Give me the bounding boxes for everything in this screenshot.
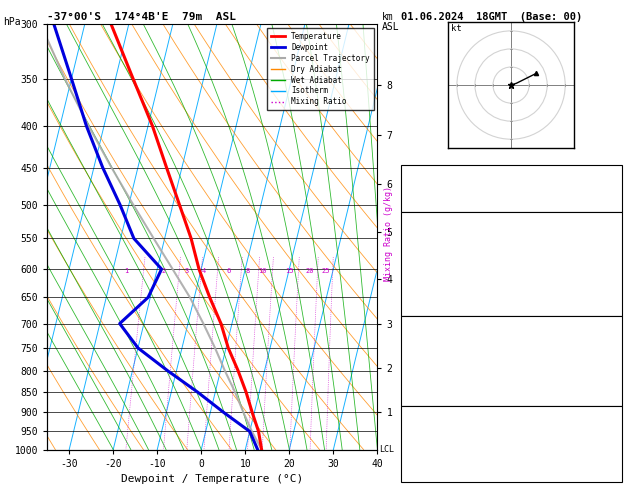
Text: CAPE (J): CAPE (J)	[406, 288, 455, 298]
Text: 20: 20	[306, 268, 314, 274]
Text: K: K	[406, 169, 412, 179]
Text: 1000: 1000	[594, 334, 619, 345]
Text: Mixing Ratio (g/kg): Mixing Ratio (g/kg)	[384, 186, 392, 281]
Text: 0: 0	[613, 302, 619, 312]
Text: 41: 41	[606, 183, 619, 193]
Text: PW (cm): PW (cm)	[406, 198, 450, 208]
Text: -37°00'S  174°4B'E  79m  ASL: -37°00'S 174°4B'E 79m ASL	[47, 12, 236, 22]
Text: 20: 20	[606, 468, 619, 478]
X-axis label: Dewpoint / Temperature (°C): Dewpoint / Temperature (°C)	[121, 474, 303, 484]
Text: 0: 0	[613, 288, 619, 298]
Text: CIN (J): CIN (J)	[406, 392, 450, 402]
Text: 12.8: 12.8	[594, 244, 619, 255]
Text: 74: 74	[606, 439, 619, 449]
Text: θₑ(K): θₑ(K)	[406, 259, 437, 269]
Text: EH: EH	[406, 425, 418, 434]
Text: 4: 4	[613, 273, 619, 283]
Text: 01.06.2024  18GMT  (Base: 00): 01.06.2024 18GMT (Base: 00)	[401, 12, 582, 22]
Text: 4: 4	[202, 268, 206, 274]
Text: -9: -9	[606, 169, 619, 179]
Text: 1: 1	[124, 268, 128, 274]
Text: 284°: 284°	[594, 453, 619, 463]
Text: StmDir: StmDir	[406, 453, 443, 463]
Text: Surface: Surface	[489, 216, 533, 226]
Text: hPa: hPa	[3, 17, 21, 27]
Text: Hodograph: Hodograph	[483, 410, 540, 420]
Legend: Temperature, Dewpoint, Parcel Trajectory, Dry Adiabat, Wet Adiabat, Isotherm, Mi: Temperature, Dewpoint, Parcel Trajectory…	[267, 28, 374, 110]
Text: Lifted Index: Lifted Index	[406, 363, 481, 373]
Text: 310: 310	[600, 259, 619, 269]
Text: Most Unstable: Most Unstable	[470, 320, 552, 330]
Text: Totals Totals: Totals Totals	[406, 183, 487, 193]
Text: 25: 25	[322, 268, 330, 274]
Text: 0: 0	[613, 378, 619, 388]
Text: 3: 3	[185, 268, 189, 274]
Text: km: km	[382, 12, 394, 22]
Text: 15: 15	[286, 268, 294, 274]
Text: 5: 5	[613, 425, 619, 434]
Text: Pressure (mb): Pressure (mb)	[406, 334, 487, 345]
Text: 0: 0	[613, 392, 619, 402]
Text: © weatheronline.co.uk: © weatheronline.co.uk	[455, 469, 568, 479]
Text: LCL: LCL	[380, 445, 394, 454]
Text: 8: 8	[245, 268, 250, 274]
Text: 6: 6	[227, 268, 231, 274]
Text: θₑ (K): θₑ (K)	[406, 349, 443, 359]
Text: 1.66: 1.66	[594, 198, 619, 208]
Text: CIN (J): CIN (J)	[406, 302, 450, 312]
Text: StmSpd (kt): StmSpd (kt)	[406, 468, 474, 478]
Text: Lifted Index: Lifted Index	[406, 273, 481, 283]
Text: 4: 4	[613, 363, 619, 373]
Text: 10: 10	[258, 268, 267, 274]
Text: 2: 2	[162, 268, 165, 274]
Text: Dewp (°C): Dewp (°C)	[406, 244, 462, 255]
Text: ASL: ASL	[382, 22, 399, 32]
Text: CAPE (J): CAPE (J)	[406, 378, 455, 388]
Text: Temp (°C): Temp (°C)	[406, 230, 462, 241]
Text: 312: 312	[600, 349, 619, 359]
Text: SREH: SREH	[406, 439, 431, 449]
Text: 13.7: 13.7	[594, 230, 619, 241]
Text: kt: kt	[452, 24, 462, 33]
